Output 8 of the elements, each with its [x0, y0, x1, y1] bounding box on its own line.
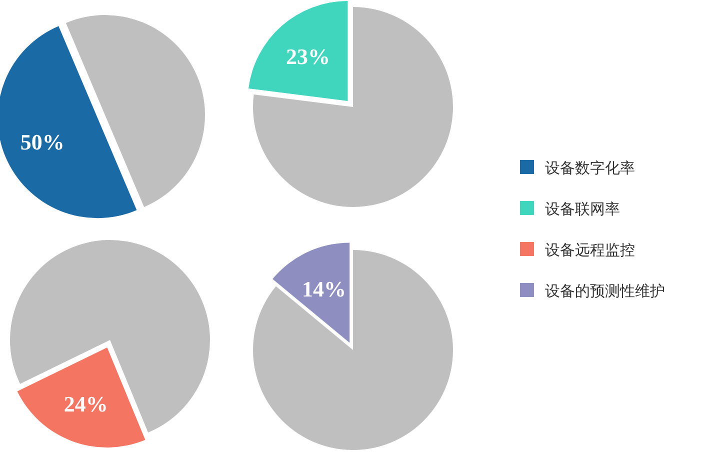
- legend-label: 设备联网率: [545, 200, 620, 218]
- data-label: 23%: [286, 44, 330, 69]
- data-label: 14%: [302, 276, 346, 302]
- data-label: 50%: [20, 130, 64, 155]
- legend-label: 设备数字化率: [545, 159, 635, 177]
- legend-label: 设备远程监控: [545, 241, 635, 259]
- legend-label: 设备的预测性维护: [545, 282, 665, 300]
- data-label: 24%: [64, 392, 108, 417]
